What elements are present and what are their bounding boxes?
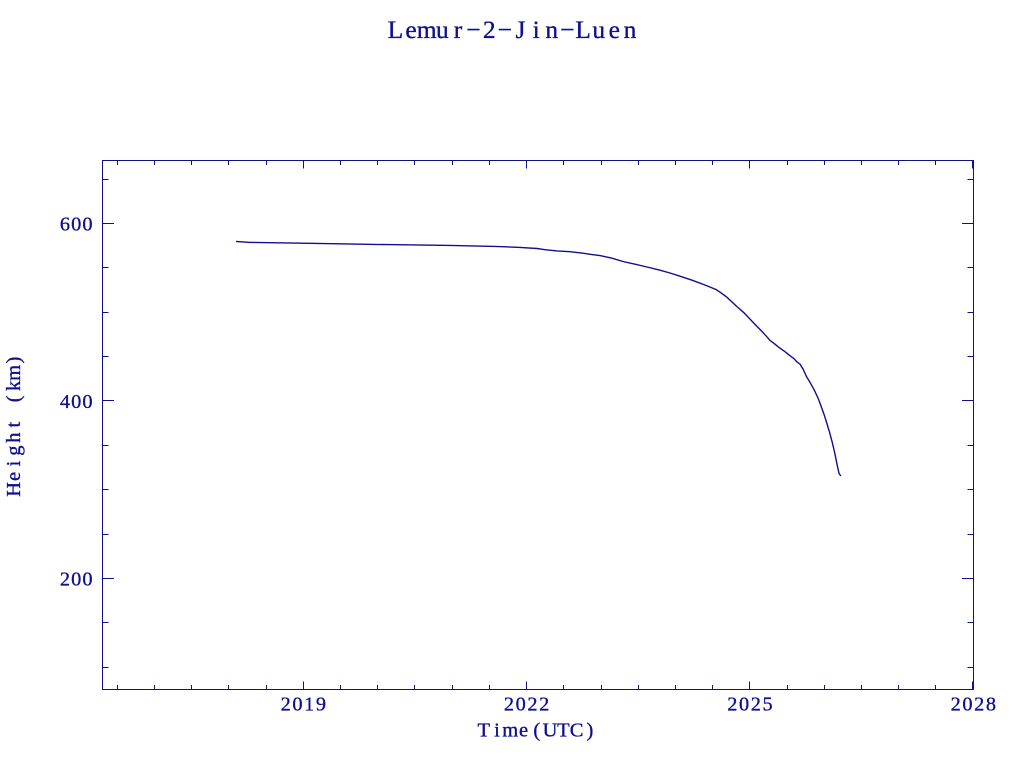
svg-text:2028: 2028 [951,693,996,715]
svg-text:2019: 2019 [281,693,326,715]
svg-text:200: 200 [60,569,93,591]
svg-text:400: 400 [60,391,93,413]
svg-text:600: 600 [60,214,93,236]
svg-text:2022: 2022 [504,693,549,715]
svg-text:Time(UTC): Time(UTC) [477,720,593,742]
svg-text:2025: 2025 [727,693,772,715]
svg-text:Height (km): Height (km) [3,357,25,497]
